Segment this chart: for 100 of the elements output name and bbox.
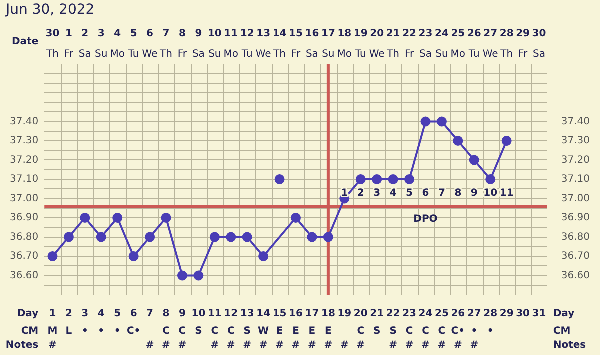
point [194,270,204,281]
text: C [227,326,235,337]
text: Sa [78,49,92,60]
text: We [256,49,272,60]
point [388,174,398,184]
x-tick-label: 17 [321,28,336,40]
x2-tick-label: 14 [256,308,271,320]
point [486,174,496,184]
x2-tick-label: 19 [338,308,352,320]
text: Su [208,49,222,60]
text: E [308,326,316,337]
annotation: 6 [422,188,430,200]
x-tick-label: 15 [289,28,303,40]
text: E [292,326,300,337]
category-label: CM [21,326,39,337]
x-tick-label: 22 [402,28,417,40]
point [258,252,269,262]
annotation: 5 [406,188,414,200]
x-tick-label: 26 [467,28,482,40]
text: Th [387,49,400,60]
point [80,213,90,223]
y-tick-label: 36.90 [10,212,39,224]
x2-tick-label: 28 [484,308,498,320]
text: Mo [337,49,352,60]
text: Fr [291,49,301,60]
x2-tick-label: 2 [65,308,72,320]
point [48,252,58,262]
x2-tick-label: 1 [49,308,56,320]
text: # [146,340,154,351]
point [323,232,334,242]
text: C [438,326,446,337]
text: # [324,340,333,351]
point [226,232,236,242]
x-tick-label: 7 [162,28,170,40]
text: E [325,326,332,337]
y-tick-label: 37.20 [10,154,39,166]
point [356,174,366,184]
y-tick-label: 37.40 [10,116,39,128]
text: S [195,326,202,337]
point [128,252,139,262]
text: C [162,326,170,337]
x-tick-label: 16 [305,28,320,40]
x-tick-label: 13 [256,28,271,40]
text: Tu [242,49,253,60]
x2-axis-title: Day [17,308,40,320]
text: C [406,326,414,337]
text: # [276,340,284,351]
x-tick-label: 21 [386,28,400,40]
x-tick-label: 11 [224,28,238,40]
y2-tick-label: 37.10 [561,174,590,186]
x-tick-label: 4 [114,28,122,40]
x-tick-label: 30 [46,28,60,40]
x2-tick-label: 26 [451,308,466,320]
x2-tick-label: 29 [500,308,514,320]
x2-tick-label: 27 [467,308,482,320]
category-label: Notes [6,340,39,351]
point [96,232,106,242]
x-tick-label: 14 [272,28,287,40]
point [404,174,415,184]
text: Su [436,49,448,60]
y-tick-label: 37.10 [10,174,39,186]
x2-tick-label: 3 [82,308,89,320]
text: # [226,340,236,351]
point [436,116,447,127]
x-tick-label: 2 [82,28,89,40]
point [372,174,382,184]
text: Fr [404,49,414,60]
x2-tick-label: 4 [98,308,105,320]
y-tick-label: 37.30 [10,136,39,147]
point [469,155,480,166]
annotation: 9 [470,188,478,200]
x2-tick-label: 6 [130,308,138,320]
x2-tick-label: 20 [354,308,368,320]
annotation: 2 [357,188,364,200]
x2-tick-label: 11 [208,308,222,320]
text: W [258,326,270,337]
y2-tick-label: 36.60 [561,270,590,282]
text: # [243,340,252,351]
annotation: 3 [374,188,381,200]
point [307,232,318,242]
text: # [340,340,349,351]
text: # [162,340,170,351]
text: # [422,340,430,351]
x2-tick-label: 31 [532,308,546,320]
annotation: 10 [484,188,498,200]
x2-tick-label: 25 [434,308,449,320]
point [502,136,512,146]
x-axis-title: Date [12,36,39,48]
text: S [373,326,381,337]
x2-tick-label: 13 [240,308,254,320]
x-tick-label: 25 [451,28,466,40]
x2-tick-label: 18 [321,308,336,320]
text: • [114,326,121,337]
annotation: DPO [414,214,438,226]
y-tick-label: 37.00 [10,193,39,204]
text: C [211,326,219,337]
text: # [292,340,300,351]
text: Mo [450,49,466,60]
x-tick-label: 5 [130,28,138,40]
y-tick-label: 36.60 [10,270,39,282]
